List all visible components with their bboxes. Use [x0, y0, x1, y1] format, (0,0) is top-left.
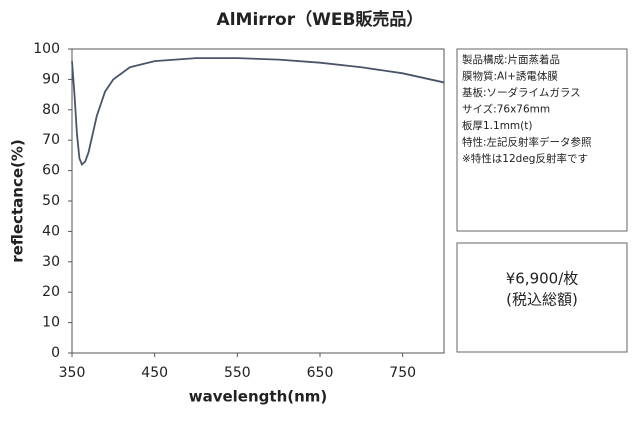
y-tick-label: 100 [33, 41, 60, 57]
note-line: 膜物質:Al+誘電体膜 [462, 70, 558, 83]
note-line: ※特性は12deg反射率です [462, 152, 588, 165]
note-line: サイズ:76x76mm [462, 103, 550, 116]
note-line: 板厚1.1mm(t) [462, 119, 532, 132]
price-box [456, 242, 628, 353]
y-tick-label: 70 [42, 132, 60, 148]
x-axis-label: wavelength(nm) [189, 388, 328, 406]
x-tick-label: 350 [59, 365, 86, 381]
note-line: 製品構成:片面蒸着品 [462, 53, 560, 66]
chart-title: AlMirror（WEB販売品） [217, 9, 424, 30]
y-axis-label: reflectance(%) [9, 139, 27, 263]
y-tick-label: 0 [51, 345, 60, 361]
price-line: ¥6,900/枚 [506, 270, 579, 288]
y-tick-label: 10 [42, 315, 60, 331]
note-line: 基板:ソーダライムガラス [462, 86, 581, 99]
data-line [71, 57, 445, 167]
x-tick-label: 650 [307, 365, 334, 381]
notes-box [456, 48, 628, 232]
x-tick-label: 550 [224, 365, 251, 381]
price-line: (税込総額) [506, 291, 578, 309]
note-line: 特性:左記反射率データ参照 [462, 136, 592, 149]
y-tick-label: 20 [42, 284, 60, 300]
y-tick-label: 60 [42, 163, 60, 179]
y-tick-label: 90 [42, 71, 60, 87]
y-tick-label: 40 [42, 223, 60, 239]
y-tick-label: 80 [42, 102, 60, 118]
y-tick-label: 30 [42, 254, 60, 270]
x-tick-label: 450 [141, 365, 168, 381]
x-tick-label: 750 [389, 365, 416, 381]
y-tick-label: 50 [42, 193, 60, 209]
